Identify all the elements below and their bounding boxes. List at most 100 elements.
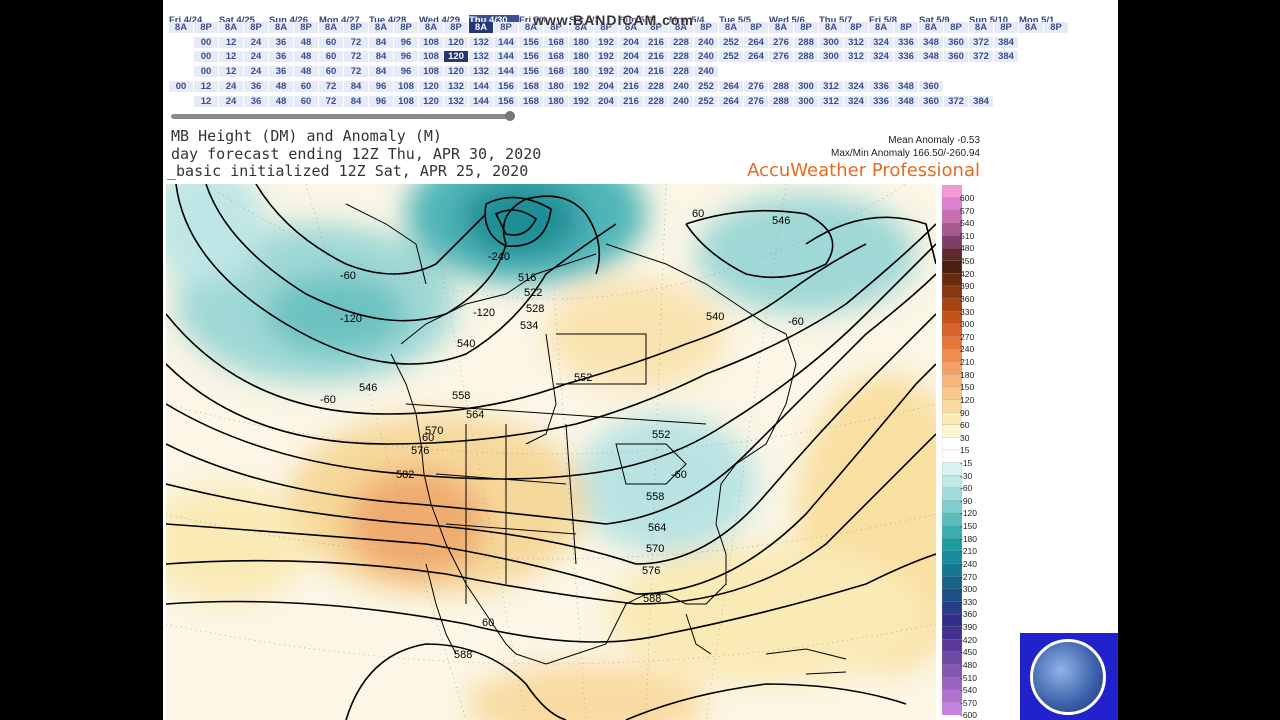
forecast-hour-link[interactable]: 312	[819, 96, 844, 107]
forecast-hour-link[interactable]: 12	[219, 37, 244, 48]
time-of-day-cell[interactable]: 8A	[169, 22, 194, 33]
forecast-hour-link[interactable]: 324	[869, 51, 894, 62]
forecast-hour-link[interactable]: 180	[544, 81, 569, 92]
forecast-hour-link[interactable]: 72	[344, 51, 369, 62]
day-tab[interactable]: Tue 5/5	[719, 15, 752, 26]
forecast-hour-link[interactable]: 72	[319, 81, 344, 92]
forecast-hour-link[interactable]: 36	[269, 66, 294, 77]
forecast-hour-link[interactable]: 300	[794, 81, 819, 92]
forecast-hour-link[interactable]: 312	[844, 51, 869, 62]
forecast-hour-link[interactable]: 24	[219, 81, 244, 92]
forecast-hour-link[interactable]: 12	[194, 96, 219, 107]
day-tab[interactable]: Tue 4/28	[369, 15, 407, 26]
forecast-hour-link[interactable]: 132	[469, 66, 494, 77]
forecast-hour-link[interactable]: 180	[544, 96, 569, 107]
forecast-hour-link[interactable]: 108	[419, 66, 444, 77]
time-of-day-cell[interactable]: 8A	[719, 22, 744, 33]
forecast-hour-link[interactable]: 84	[369, 66, 394, 77]
forecast-hour-link[interactable]: 108	[419, 51, 444, 62]
forecast-hour-link[interactable]: 252	[694, 96, 719, 107]
time-of-day-cell[interactable]: 8A	[319, 22, 344, 33]
forecast-hour-link[interactable]: 204	[619, 51, 644, 62]
time-of-day-cell[interactable]: 8P	[294, 22, 319, 33]
forecast-hour-link[interactable]: 180	[569, 66, 594, 77]
forecast-hour-link[interactable]: 288	[769, 96, 794, 107]
forecast-hour-link[interactable]: 96	[369, 96, 394, 107]
forecast-hour-link[interactable]: 96	[394, 51, 419, 62]
time-of-day-cell[interactable]: 8P	[844, 22, 869, 33]
forecast-hour-link[interactable]: 372	[969, 51, 994, 62]
time-of-day-cell[interactable]: 8P	[944, 22, 969, 33]
forecast-hour-link[interactable]: 372	[944, 96, 969, 107]
forecast-hour-link[interactable]: 288	[769, 81, 794, 92]
day-tab[interactable]: Fri 5/1	[519, 15, 547, 26]
forecast-hour-link[interactable]: 384	[969, 96, 994, 107]
forecast-hour-link[interactable]: 276	[744, 96, 769, 107]
forecast-hour-link[interactable]: 264	[744, 51, 769, 62]
forecast-hour-link[interactable]: 216	[644, 51, 669, 62]
forecast-hour-link[interactable]: 384	[994, 51, 1019, 62]
forecast-hour-link[interactable]: 60	[319, 66, 344, 77]
forecast-hour-link[interactable]: 264	[719, 96, 744, 107]
time-of-day-cell[interactable]: 8P	[744, 22, 769, 33]
forecast-hour-link[interactable]: 156	[519, 66, 544, 77]
forecast-hour-link[interactable]: 48	[269, 81, 294, 92]
forecast-hour-link[interactable]: 144	[494, 37, 519, 48]
forecast-hour-link[interactable]: 24	[244, 66, 269, 77]
forecast-hour-link[interactable]: 348	[919, 37, 944, 48]
forecast-hour-link[interactable]: 120	[444, 66, 469, 77]
time-of-day-cell[interactable]: 8P	[444, 22, 469, 33]
time-of-day-cell[interactable]: 8P	[994, 22, 1019, 33]
forecast-hour-link[interactable]: 348	[894, 96, 919, 107]
forecast-hour-link[interactable]: 204	[619, 37, 644, 48]
time-of-day-cell[interactable]: 8P	[494, 22, 519, 33]
forecast-hour-link[interactable]: 60	[319, 51, 344, 62]
time-of-day-cell[interactable]: 8A	[669, 22, 694, 33]
forecast-hour-link[interactable]: 120	[444, 51, 469, 62]
forecast-hour-link[interactable]: 240	[669, 96, 694, 107]
time-of-day-cell[interactable]: 8A	[469, 22, 494, 33]
time-of-day-cell[interactable]: 8A	[1019, 22, 1044, 33]
forecast-hour-link[interactable]: 60	[294, 81, 319, 92]
forecast-hour-link[interactable]: 264	[744, 37, 769, 48]
forecast-hour-link[interactable]: 84	[344, 96, 369, 107]
forecast-hour-link[interactable]: 120	[419, 81, 444, 92]
horizontal-scrollbar[interactable]	[171, 114, 511, 119]
forecast-hour-link[interactable]: 228	[644, 96, 669, 107]
day-tab[interactable]: Thu 4/30	[469, 15, 519, 26]
forecast-hour-link[interactable]: 168	[544, 66, 569, 77]
forecast-hour-link[interactable]: 216	[619, 81, 644, 92]
forecast-hour-link[interactable]: 72	[344, 37, 369, 48]
forecast-hour-link[interactable]: 12	[219, 51, 244, 62]
time-of-day-cell[interactable]: 8A	[519, 22, 544, 33]
day-tab[interactable]: Mon 5/4	[669, 15, 705, 26]
forecast-hour-link[interactable]: 108	[394, 96, 419, 107]
forecast-hour-link[interactable]: 300	[819, 37, 844, 48]
forecast-hour-link[interactable]: 144	[469, 96, 494, 107]
time-of-day-cell[interactable]: 8A	[269, 22, 294, 33]
time-of-day-cell[interactable]: 8A	[819, 22, 844, 33]
forecast-hour-link[interactable]: 192	[569, 96, 594, 107]
forecast-hour-link[interactable]: 24	[219, 96, 244, 107]
time-of-day-cell[interactable]: 8P	[794, 22, 819, 33]
scroll-thumb[interactable]	[505, 111, 515, 121]
forecast-hour-link[interactable]: 300	[819, 51, 844, 62]
forecast-hour-link[interactable]: 216	[619, 96, 644, 107]
forecast-hour-link[interactable]: 228	[644, 81, 669, 92]
day-tab[interactable]: Sat 5/9	[919, 15, 950, 26]
time-of-day-cell[interactable]: 8P	[344, 22, 369, 33]
forecast-hour-link[interactable]: 204	[594, 81, 619, 92]
forecast-hour-link[interactable]: 252	[719, 51, 744, 62]
forecast-hour-link[interactable]: 192	[594, 37, 619, 48]
forecast-hour-link[interactable]: 228	[669, 66, 694, 77]
forecast-hour-link[interactable]: 168	[519, 96, 544, 107]
forecast-hour-link[interactable]: 180	[569, 37, 594, 48]
time-of-day-cell[interactable]: 8A	[219, 22, 244, 33]
time-of-day-cell[interactable]: 8P	[544, 22, 569, 33]
forecast-hour-link[interactable]: 276	[769, 37, 794, 48]
forecast-hour-link[interactable]: 372	[969, 37, 994, 48]
time-of-day-cell[interactable]: 8A	[919, 22, 944, 33]
forecast-hour-link[interactable]: 108	[419, 37, 444, 48]
time-of-day-cell[interactable]: 8A	[369, 22, 394, 33]
forecast-hour-link[interactable]: 336	[869, 81, 894, 92]
